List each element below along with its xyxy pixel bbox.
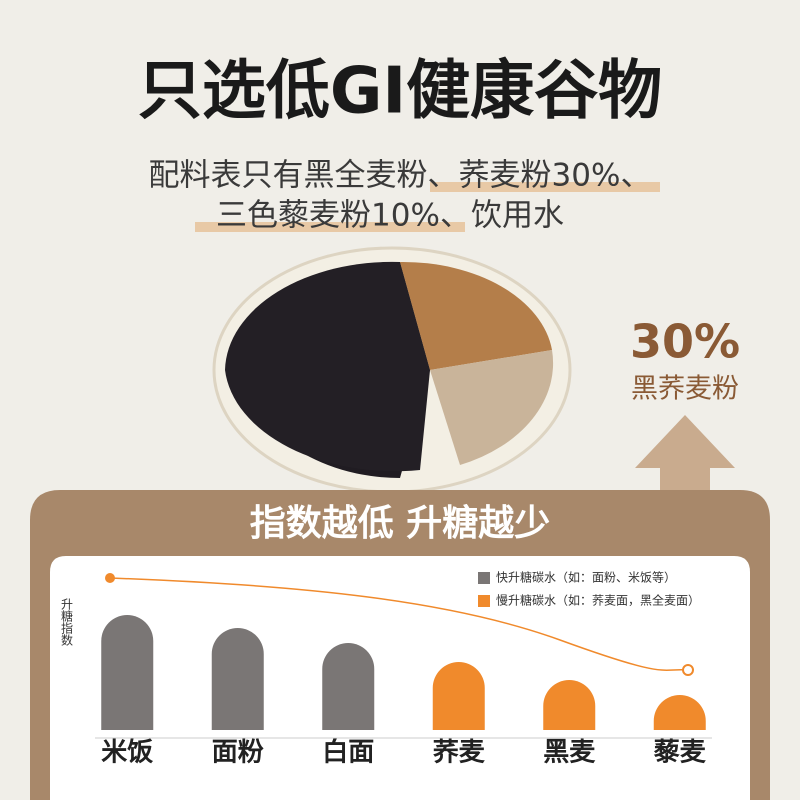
grain-plate [212, 246, 572, 494]
bar [211, 628, 264, 730]
subtitle: 三色藜麦粉10%、饮用水 [216, 198, 564, 234]
legend-label: 慢升糖碳水（如：荞麦面，黑全麦面） [496, 593, 700, 608]
x-tick-label: 米饭 [101, 738, 153, 768]
arrow [635, 415, 735, 500]
title: 只选低GI健康谷物 [138, 55, 662, 129]
trend-dot [682, 664, 694, 676]
bar [543, 680, 596, 730]
subtitle: 配料表只有黑全麦粉、荞麦粉30%、 [149, 158, 652, 194]
bar [653, 695, 706, 730]
banner: 指数越低 升糖越少 [250, 503, 551, 544]
legend-label: 快升糖碳水（如：面粉、米饭等） [496, 570, 676, 585]
legend-swatch [478, 595, 490, 607]
bar [101, 615, 154, 730]
trend-dot [105, 573, 115, 583]
highlight [430, 182, 660, 192]
bar [432, 662, 485, 730]
legend-swatch [478, 572, 490, 584]
highlight [195, 222, 465, 232]
x-tick-label: 面粉 [212, 738, 264, 768]
chart-panel [50, 556, 750, 800]
x-tick-label: 白面 [322, 737, 374, 768]
bar [322, 643, 375, 730]
x-tick-label: 藜麦 [654, 738, 707, 768]
y-axis-label: 升糖指数 [60, 598, 74, 647]
x-tick-label: 荞麦 [433, 738, 486, 768]
badge-label: 黑荞麦粉 [631, 374, 739, 405]
x-tick-label: 黑麦 [543, 738, 596, 768]
trend-line [109, 577, 689, 671]
badge-number: 30% [630, 315, 740, 369]
